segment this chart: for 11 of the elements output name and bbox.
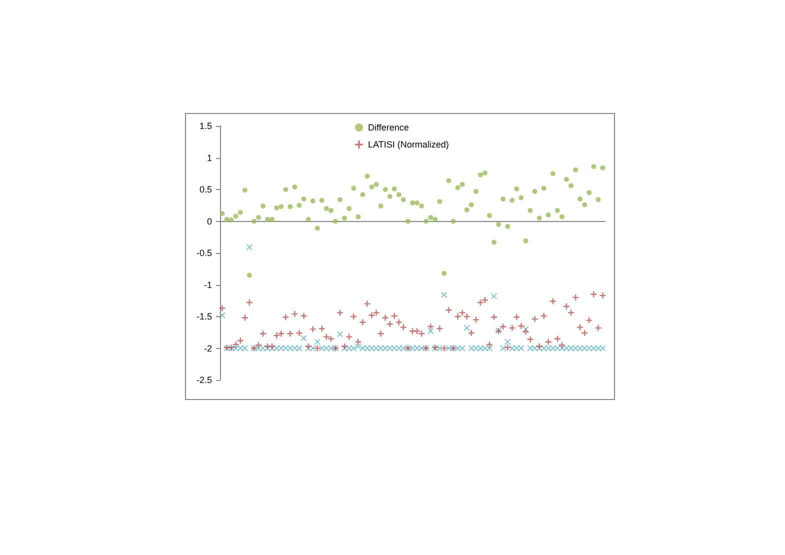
y-tick-label: 0	[206, 216, 212, 226]
y-tick-label: 1.5	[199, 121, 212, 131]
y-tick-label: -0.5	[196, 248, 212, 258]
y-tick-label: -1.5	[196, 312, 212, 322]
y-tick-label: 0.5	[199, 184, 212, 194]
legend-label: LATISI (Normalized)	[368, 140, 449, 150]
y-tick-label: 1	[206, 152, 212, 163]
y-tick-label: -2.5	[196, 375, 212, 385]
y-tick-label: -1	[204, 280, 212, 290]
legend-label: Difference	[368, 122, 409, 132]
y-tick-label: -2	[204, 343, 212, 354]
